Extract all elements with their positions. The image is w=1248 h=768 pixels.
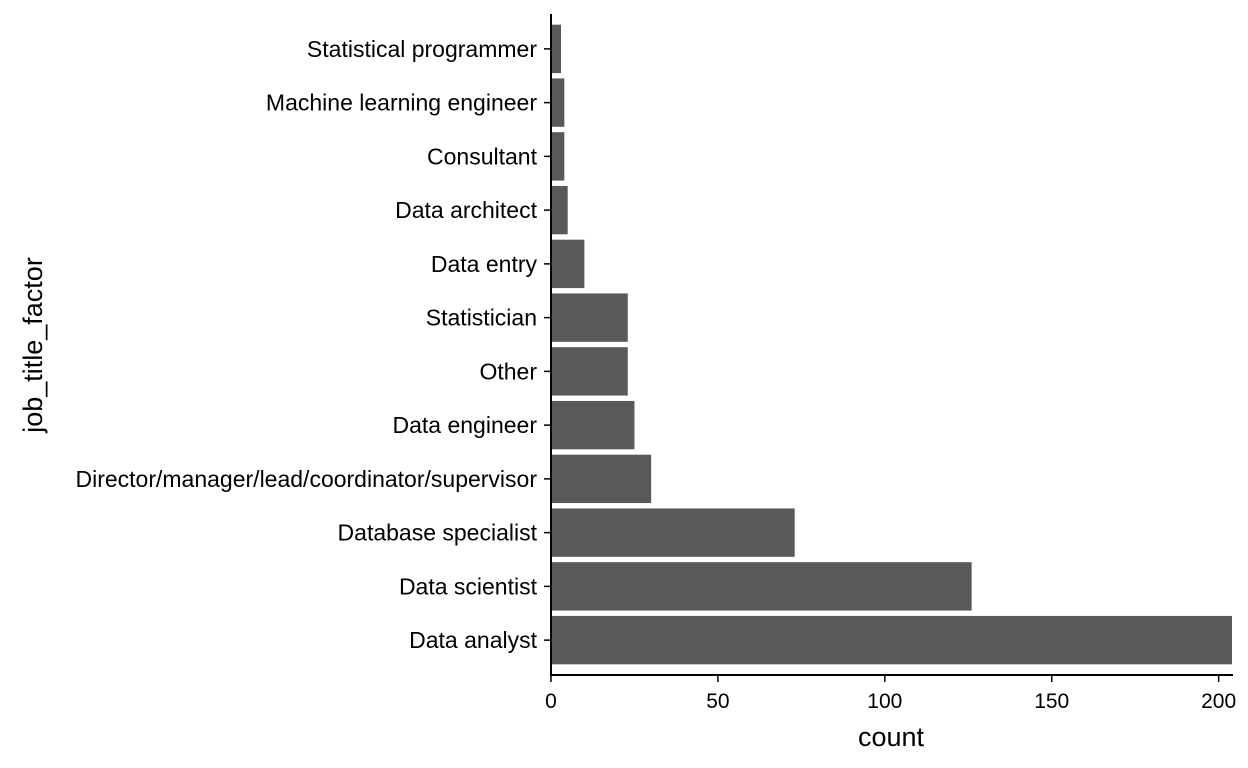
bar-data-scientist (551, 562, 972, 611)
y-axis-title: job_title_factor (18, 257, 48, 434)
category-label-consultant: Consultant (427, 143, 538, 169)
category-label-director-manager-lead-coordinator-supervisor: Director/manager/lead/coordinator/superv… (76, 466, 538, 492)
bar-database-specialist (551, 508, 795, 557)
bar-data-analyst (551, 615, 1232, 665)
bar-data-entry (551, 239, 585, 289)
category-label-data-entry: Data entry (431, 251, 538, 277)
bar-other (551, 347, 628, 396)
category-label-data-architect: Data architect (395, 197, 538, 223)
bars (551, 24, 1232, 665)
category-label-data-engineer: Data engineer (393, 412, 538, 438)
bar-data-engineer (551, 400, 635, 450)
bar-data-architect (551, 185, 568, 235)
bar-machine-learning-engineer (551, 78, 565, 127)
bar-consultant (551, 132, 565, 181)
x-tick-label: 100 (867, 690, 902, 713)
bar-statistical-programmer (551, 24, 562, 74)
x-axis-title: count (858, 722, 925, 752)
category-label-data-analyst: Data analyst (409, 627, 537, 653)
category-label-machine-learning-engineer: Machine learning engineer (266, 90, 537, 116)
x-tick-label: 0 (545, 690, 557, 713)
category-labels: Statistical programmer Machine learning e… (76, 36, 551, 653)
x-tick-label: 50 (706, 690, 729, 713)
x-tick-label: 200 (1201, 690, 1236, 713)
category-label-statistician: Statistician (426, 305, 537, 331)
category-label-data-scientist: Data scientist (399, 573, 538, 599)
x-tick-label: 150 (1034, 690, 1069, 713)
category-label-database-specialist: Database specialist (338, 520, 538, 546)
x-axis-ticks: 0 50 100 150 200 (545, 675, 1236, 713)
bar-director-manager-lead-coordinator-supervisor (551, 454, 652, 504)
category-label-other: Other (479, 358, 537, 384)
bar-statistician (551, 293, 628, 342)
category-label-statistical-programmer: Statistical programmer (307, 36, 537, 62)
